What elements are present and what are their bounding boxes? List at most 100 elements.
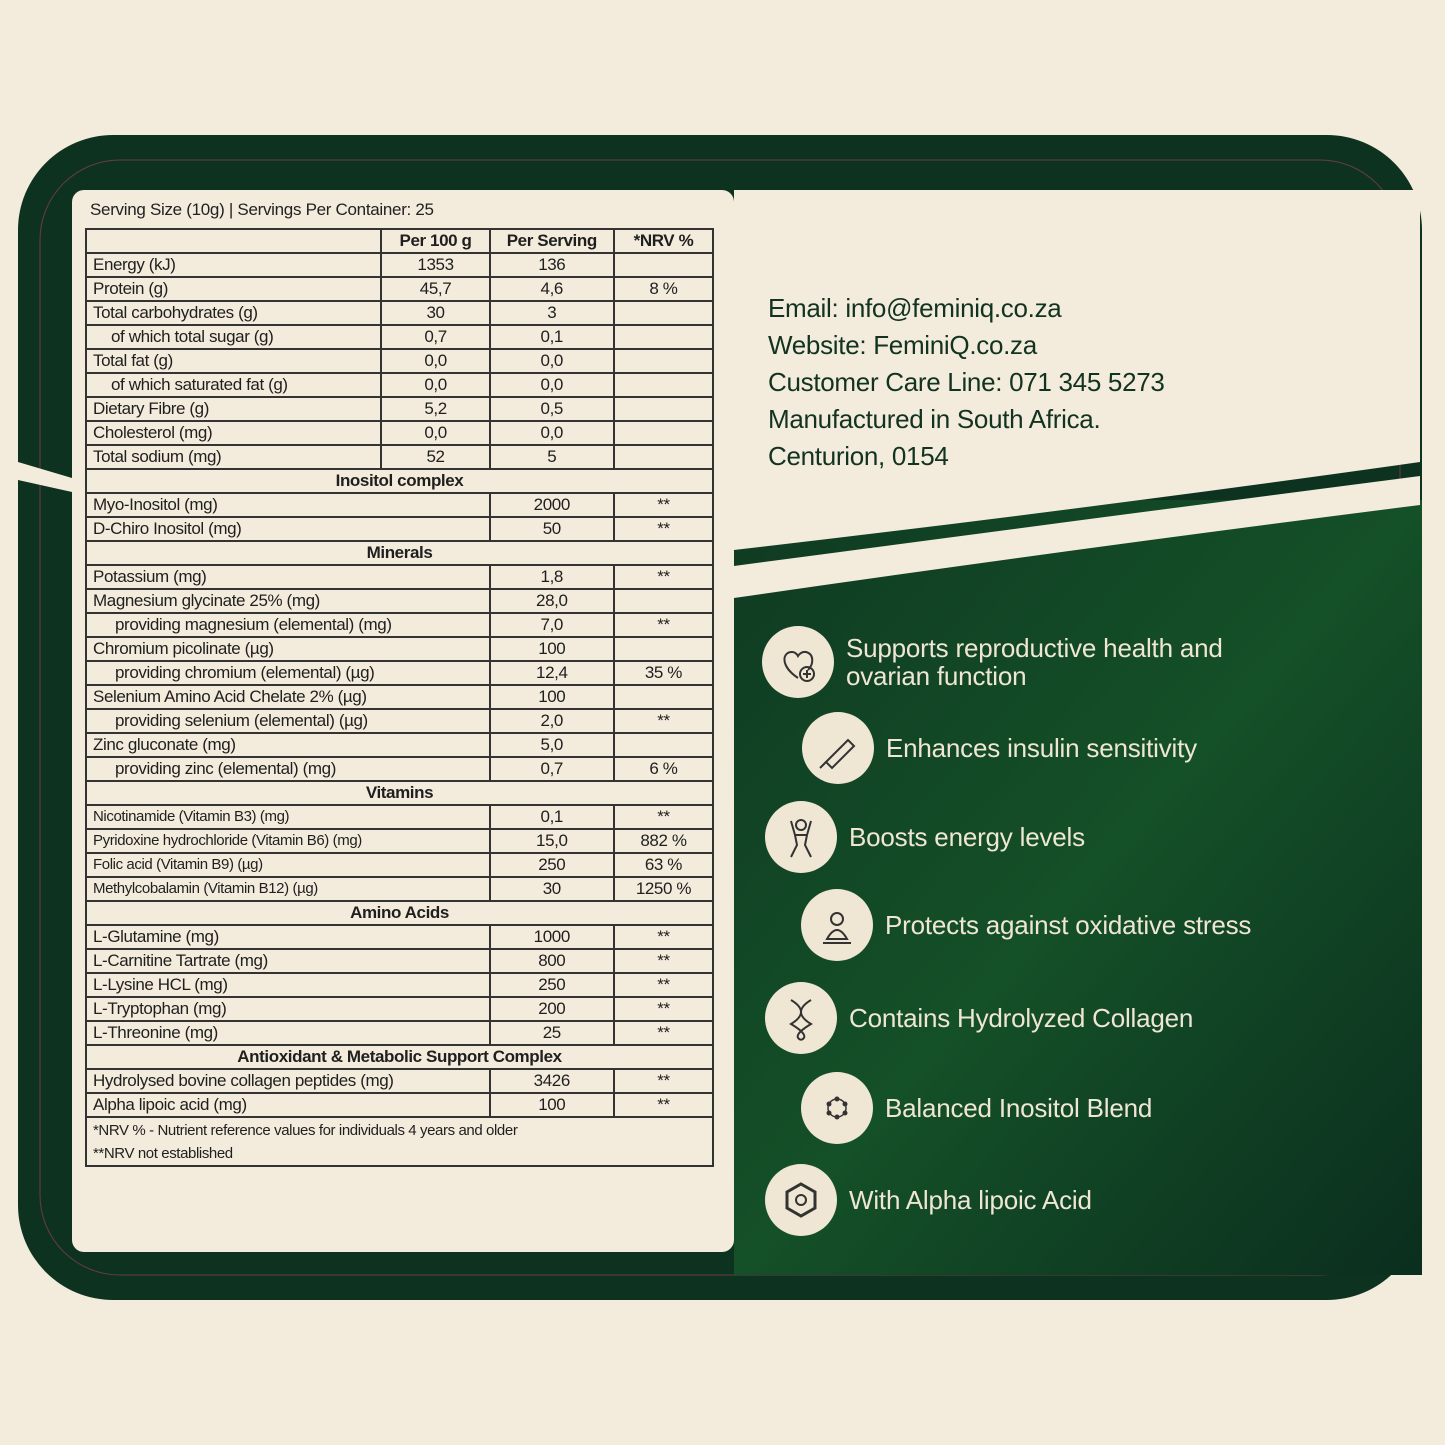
- nrv-value: [612, 372, 715, 398]
- table-row: Total carbohydrates (g) 30 3: [84, 300, 715, 326]
- per-serving-value: 136: [488, 252, 615, 278]
- contact-info: Email: info@feminiq.co.za Website: Femin…: [768, 290, 1165, 475]
- nrv-value: **: [612, 1068, 715, 1094]
- per-serving-value: 1,8: [488, 564, 615, 590]
- ring-molecule-icon: [765, 1164, 837, 1236]
- feature-text: Contains Hydrolyzed Collagen: [849, 1003, 1194, 1033]
- per-serving-value: 3426: [488, 1068, 615, 1094]
- nrv-value: **: [612, 996, 715, 1022]
- nutrient-label: providing zinc (elemental) (mg): [85, 756, 491, 782]
- feature-text: Enhances insulin sensitivity: [886, 733, 1197, 763]
- table-row: Pyridoxine hydrochloride (Vitamin B6) (m…: [85, 828, 715, 854]
- table-row: L-Carnitine Tartrate (mg) 800 **: [85, 948, 715, 974]
- per-serving-value: 0,1: [488, 804, 615, 830]
- table-row: Total sodium (mg) 52 5: [84, 444, 715, 470]
- feature-text: Supports reproductive health and ovarian…: [846, 633, 1223, 691]
- nrv-value: **: [612, 564, 715, 590]
- dna-helix-icon: [765, 982, 837, 1054]
- per-serving-value: 250: [488, 972, 615, 998]
- nutrient-label: L-Lysine HCL (mg): [85, 972, 491, 998]
- per-100g-value: 1353: [380, 252, 491, 278]
- per-serving-value: 100: [488, 636, 615, 662]
- nutrient-label: Chromium picolinate (µg): [85, 636, 491, 662]
- per-serving-value: 0,1: [488, 324, 615, 350]
- nutrient-label: providing chromium (elemental) (µg): [85, 660, 491, 686]
- footnote-row: *NRV % - Nutrient reference values for i…: [85, 1116, 714, 1167]
- per-100g-value: 0,0: [380, 420, 491, 446]
- table-row: L-Threonine (mg) 25 **: [85, 1020, 715, 1046]
- nutrient-label: Methylcobalamin (Vitamin B12) (µg): [85, 876, 491, 902]
- column-header: Per Serving: [488, 228, 615, 254]
- website[interactable]: Website: FeminiQ.co.za: [768, 330, 1037, 360]
- nrv-value: 1250 %: [612, 876, 715, 902]
- table-row: Cholesterol (mg) 0,0 0,0: [84, 420, 715, 446]
- table-row: Methylcobalamin (Vitamin B12) (µg) 30 1250…: [85, 876, 715, 902]
- footnote: **NRV not established: [93, 1145, 233, 1162]
- nutrient-label: L-Tryptophan (mg): [85, 996, 491, 1022]
- per-serving-value: 2,0: [488, 708, 615, 734]
- meditating-person-icon: [801, 889, 873, 961]
- nrv-value: [612, 348, 715, 374]
- email[interactable]: Email: info@feminiq.co.za: [768, 293, 1062, 323]
- feature-item: Protects against oxidative stress: [801, 889, 1251, 961]
- per-serving-value: 800: [488, 948, 615, 974]
- serving-info: Serving Size (10g) | Servings Per Contai…: [90, 200, 434, 219]
- per-serving-value: 1000: [488, 924, 615, 950]
- per-serving-value: 12,4: [488, 660, 615, 686]
- nutrient-label: Nicotinamide (Vitamin B3) (mg): [85, 804, 491, 830]
- insulin-pen-icon: [802, 712, 874, 784]
- feature-text: Protects against oxidative stress: [885, 910, 1252, 940]
- nutrient-label: Zinc gluconate (mg): [85, 732, 491, 758]
- table-row: Total fat (g) 0,0 0,0: [84, 348, 715, 374]
- footnotes: *NRV % - Nutrient reference values for i…: [85, 1116, 714, 1167]
- nutrient-label: Selenium Amino Acid Chelate 2% (µg): [85, 684, 491, 710]
- nrv-value: [612, 324, 715, 350]
- nutrient-label: L-Glutamine (mg): [85, 924, 491, 950]
- section-header-row: Amino Acids: [85, 900, 714, 926]
- nrv-value: 63 %: [612, 852, 715, 878]
- per-serving-value: 2000: [488, 492, 615, 518]
- nutrition-table: Per 100 g Per Serving *NRV % Energy (kJ) 135…: [84, 228, 715, 1167]
- per-serving-value: 0,7: [488, 756, 615, 782]
- nrv-value: **: [612, 1020, 715, 1046]
- table-row: Zinc gluconate (mg) 5,0: [85, 732, 715, 758]
- section-title: Vitamins: [85, 780, 714, 806]
- nrv-value: **: [612, 972, 715, 998]
- section-title: Minerals: [85, 540, 714, 566]
- nrv-value: [612, 636, 715, 662]
- nutrient-label: D-Chiro Inositol (mg): [85, 516, 491, 542]
- table-row: L-Glutamine (mg) 1000 **: [85, 924, 715, 950]
- per-serving-value: 50: [488, 516, 615, 542]
- nutrient-label: Protein (g): [84, 276, 383, 302]
- table-row: providing selenium (elemental) (µg) 2,0 **: [85, 708, 715, 734]
- nutrient-label: L-Carnitine Tartrate (mg): [85, 948, 491, 974]
- nrv-value: [612, 684, 715, 710]
- nrv-value: 6 %: [612, 756, 715, 782]
- feature-text: Boosts energy levels: [849, 822, 1085, 852]
- nrv-value: [612, 732, 715, 758]
- nutrient-label: Hydrolysed bovine collagen peptides (mg): [85, 1068, 491, 1094]
- feature-item: Enhances insulin sensitivity: [802, 712, 1197, 784]
- section-header-row: Minerals: [85, 540, 714, 566]
- per-100g-value: 5,2: [380, 396, 491, 422]
- per-serving-value: 4,6: [488, 276, 615, 302]
- nrv-value: [612, 252, 715, 278]
- table-row: of which saturated fat (g) 0,0 0,0: [84, 372, 715, 398]
- nutrient-label: Cholesterol (mg): [84, 420, 383, 446]
- table-row: providing magnesium (elemental) (mg) 7,0 *…: [85, 612, 715, 638]
- feature-text: Balanced Inositol Blend: [885, 1093, 1153, 1123]
- customer-care-line: Customer Care Line: 071 345 5273: [768, 367, 1165, 397]
- table-row: Potassium (mg) 1,8 **: [85, 564, 715, 590]
- nrv-value: [612, 420, 715, 446]
- nutrient-label: Total carbohydrates (g): [84, 300, 383, 326]
- section-title: Amino Acids: [85, 900, 714, 926]
- table-row: providing zinc (elemental) (mg) 0,7 6 %: [85, 756, 715, 782]
- table-row: D-Chiro Inositol (mg) 50 **: [85, 516, 715, 542]
- nutrient-label: L-Threonine (mg): [85, 1020, 491, 1046]
- table-row: Magnesium glycinate 25% (mg) 28,0: [85, 588, 715, 614]
- feature-item: Balanced Inositol Blend: [801, 1072, 1152, 1144]
- nrv-value: 882 %: [612, 828, 715, 854]
- feature-item: Supports reproductive health and ovarian…: [762, 626, 1266, 698]
- table-row: Nicotinamide (Vitamin B3) (mg) 0,1 **: [85, 804, 715, 830]
- nutrient-label: Dietary Fibre (g): [84, 396, 383, 422]
